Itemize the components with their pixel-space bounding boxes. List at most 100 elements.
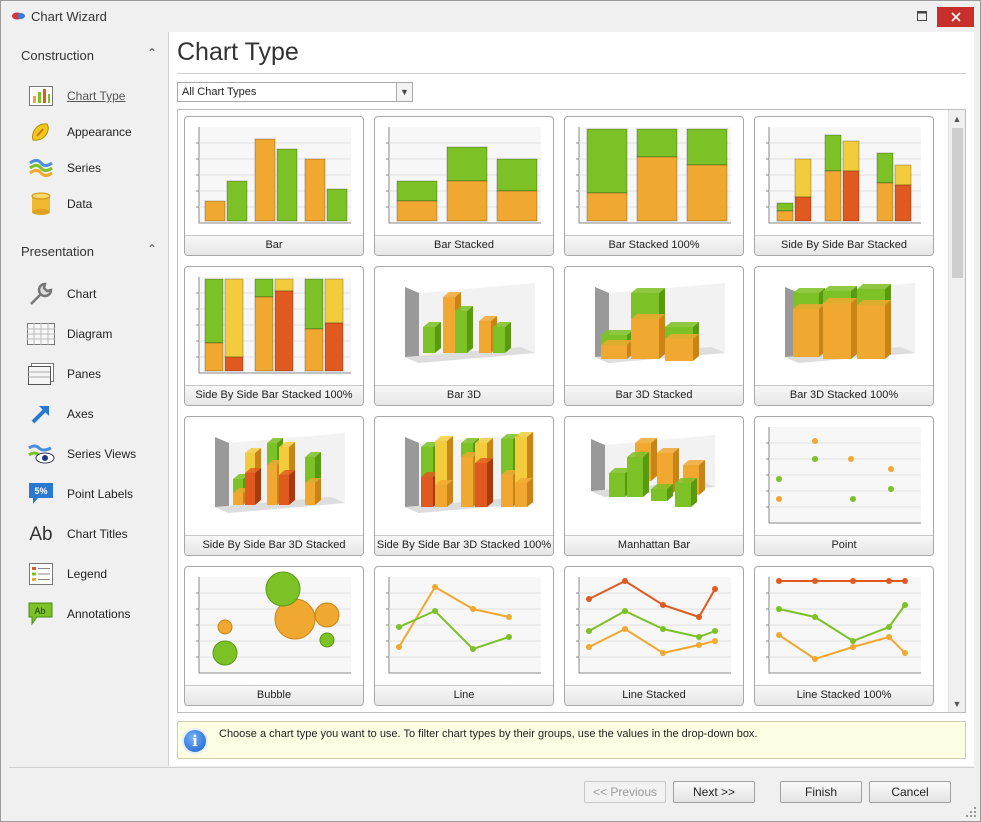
chart-type-tile[interactable]: Side By Side Bar Stacked	[754, 116, 934, 256]
chart-type-tile[interactable]: Bubble	[184, 566, 364, 706]
sidebar-item-diagram[interactable]: Diagram	[27, 321, 112, 347]
chart-type-tile[interactable]: Manhattan Bar	[564, 416, 744, 556]
close-button[interactable]	[937, 7, 974, 27]
chart-type-tile[interactable]: Line Stacked 100%	[754, 566, 934, 706]
chart-type-preview-icon	[405, 432, 535, 513]
sidebar-item-label: Chart Titles	[67, 527, 128, 541]
chart-type-tile[interactable]: Line Stacked	[564, 566, 744, 706]
title-bar: Chart Wizard	[1, 1, 980, 31]
chart-type-tile[interactable]: Line	[374, 566, 554, 706]
annotations-icon: Ab	[27, 601, 55, 627]
chart-type-tile[interactable]: Bar 3D Stacked 100%	[754, 266, 934, 406]
chart-type-preview-icon	[196, 277, 351, 374]
previous-button[interactable]: << Previous	[584, 781, 666, 803]
group-header-construction[interactable]: Construction	[21, 48, 94, 63]
chart-type-gallery: Bar Bar Stacked Bar Stacked 100% Side By Si…	[177, 109, 966, 713]
chevron-down-icon[interactable]: ▼	[396, 83, 412, 101]
chart-type-label: Bubble	[185, 685, 363, 705]
window-title: Chart Wizard	[31, 9, 107, 24]
chart-type-label: Line Stacked	[565, 685, 743, 705]
sidebar-item-label: Chart Type	[67, 89, 126, 103]
chevron-up-icon[interactable]: ⌃	[147, 46, 158, 60]
sidebar-item-label: Axes	[67, 407, 94, 421]
chart-type-tile[interactable]: Bar Stacked	[374, 116, 554, 256]
chart-type-preview-icon	[215, 433, 345, 513]
sidebar-item-data[interactable]: Data	[27, 191, 92, 217]
sidebar-item-chart-titles[interactable]: Ab Chart Titles	[27, 521, 128, 547]
chart-type-label: Manhattan Bar	[565, 535, 743, 555]
maximize-button[interactable]	[913, 7, 931, 25]
resize-grip-icon[interactable]	[965, 806, 977, 818]
chart-type-tile[interactable]: Bar 3D Stacked	[564, 266, 744, 406]
wrench-icon	[27, 281, 55, 307]
chart-type-preview-icon	[785, 283, 915, 363]
chart-type-preview-icon	[576, 577, 731, 674]
chart-type-label: Point	[755, 535, 933, 555]
chart-type-preview-icon	[196, 571, 351, 674]
sidebar-item-series-views[interactable]: Series Views	[27, 441, 136, 467]
sidebar-item-panes[interactable]: Panes	[27, 361, 101, 387]
maximize-icon	[917, 11, 927, 21]
panes-icon	[27, 361, 55, 387]
sidebar-item-series[interactable]: Series	[27, 155, 101, 181]
hint-text: Choose a chart type you want to use. To …	[219, 728, 758, 740]
chart-type-preview-icon	[766, 127, 921, 224]
chart-type-label: Bar 3D Stacked 100%	[755, 385, 933, 405]
group-header-presentation[interactable]: Presentation	[21, 244, 94, 259]
legend-icon	[27, 561, 55, 587]
svg-text:5%: 5%	[34, 486, 47, 496]
scroll-down-icon[interactable]: ▼	[952, 698, 962, 709]
sidebar-item-label: Chart	[67, 287, 97, 301]
sidebar-item-annotations[interactable]: Ab Annotations	[27, 601, 130, 627]
sidebar-item-label: Point Labels	[67, 487, 134, 501]
sidebar-item-chart-type[interactable]: Chart Type	[27, 83, 125, 109]
chart-type-preview-icon	[405, 283, 535, 363]
scroll-thumb[interactable]	[952, 128, 963, 278]
sidebar: Construction ⌃ Chart Type Appearance Ser…	[9, 32, 169, 766]
chart-type-tile[interactable]: Bar Stacked 100%	[564, 116, 744, 256]
chart-type-tile[interactable]: Side By Side Bar 3D Stacked 100%	[374, 416, 554, 556]
sidebar-item-label: Diagram	[67, 327, 113, 341]
chart-type-tile[interactable]: Bar 3D	[374, 266, 554, 406]
sidebar-item-label: Panes	[67, 367, 102, 381]
sidebar-item-point-labels[interactable]: 5% Point Labels	[27, 481, 133, 507]
svg-text:Ab: Ab	[34, 606, 45, 616]
gallery-scrollbar[interactable]: ▲ ▼	[948, 110, 965, 712]
chart-type-label: Line	[375, 685, 553, 705]
chart-type-label: Side By Side Bar 3D Stacked 100%	[375, 535, 553, 555]
sidebar-item-label: Annotations	[67, 607, 131, 621]
sidebar-item-legend[interactable]: Legend	[27, 561, 107, 587]
chart-type-tile[interactable]: Point	[754, 416, 934, 556]
chart-type-tile[interactable]: Bar	[184, 116, 364, 256]
chart-type-preview-icon	[386, 127, 541, 224]
filter-selected-value: All Chart Types	[182, 86, 257, 98]
scroll-up-icon[interactable]: ▲	[952, 113, 962, 124]
chevron-up-icon[interactable]: ⌃	[147, 242, 158, 256]
page-title: Chart Type	[177, 38, 299, 66]
chart-type-preview-icon	[386, 577, 541, 674]
hint-panel: i Choose a chart type you want to use. T…	[177, 721, 966, 759]
cancel-button[interactable]: Cancel	[869, 781, 951, 803]
next-button[interactable]: Next >>	[673, 781, 755, 803]
chart-type-tile[interactable]: Side By Side Bar Stacked 100%	[184, 266, 364, 406]
series-icon	[27, 155, 55, 181]
chart-type-preview-icon	[196, 127, 351, 224]
chart-type-icon	[27, 83, 55, 109]
chart-type-tile[interactable]: Side By Side Bar 3D Stacked	[184, 416, 364, 556]
chart-type-label: Side By Side Bar Stacked	[755, 235, 933, 255]
chart-type-preview-icon	[591, 435, 715, 507]
finish-button[interactable]: Finish	[780, 781, 862, 803]
sidebar-item-axes[interactable]: Axes	[27, 401, 94, 427]
chart-type-filter-select[interactable]: All Chart Types ▼	[177, 82, 413, 102]
chart-titles-icon: Ab	[27, 521, 55, 547]
appearance-icon	[27, 119, 55, 145]
sidebar-item-label: Legend	[67, 567, 108, 581]
sidebar-item-appearance[interactable]: Appearance	[27, 119, 132, 145]
diagram-icon	[27, 321, 55, 347]
axes-icon	[27, 401, 55, 427]
sidebar-item-chart[interactable]: Chart	[27, 281, 96, 307]
point-labels-icon: 5%	[27, 481, 55, 507]
info-icon: i	[182, 728, 208, 754]
chart-type-label: Side By Side Bar 3D Stacked	[185, 535, 363, 555]
